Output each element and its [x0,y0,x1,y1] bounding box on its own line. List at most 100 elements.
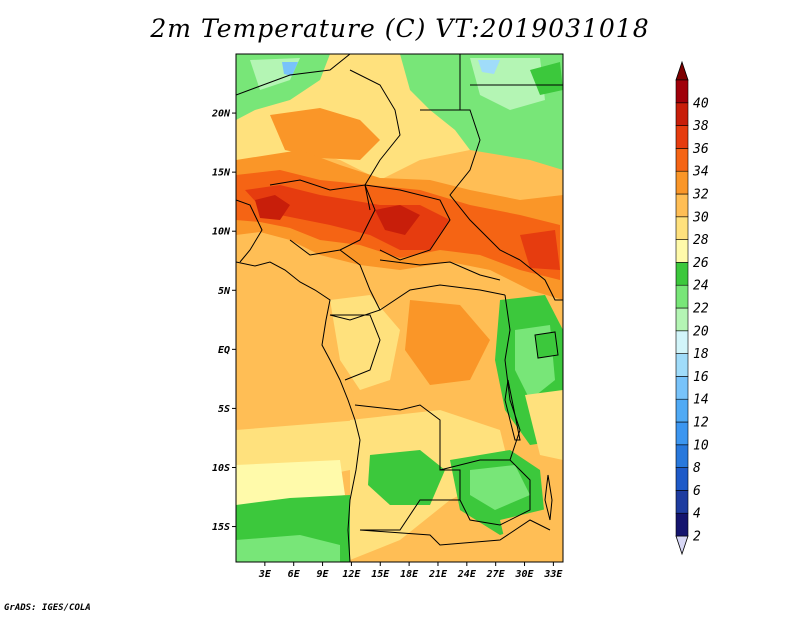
colorbar-bin [675,102,689,126]
lat-tick-label: 15N [212,168,231,179]
lake-tanganyika-outline [504,379,521,441]
border-car [379,259,501,281]
field-central-warm [405,300,490,385]
lon-tick-label: 9E [317,569,330,580]
lat-axis: 20N 15N 10N 5N EQ 5S 10S 15S [211,109,236,533]
colorbar-label: 22 [693,302,709,317]
page-title: 2m Temperature (C) VT:2019031018 [150,14,650,43]
border-chad [364,184,451,261]
border-zambia [439,459,531,526]
lat-tick-label: 5S [218,404,230,415]
colorbar-label: 12 [693,416,709,431]
lat-tick-label: 15S [212,522,230,533]
field-angola-green [368,450,445,505]
lake-victoria-outline [534,331,559,359]
colorbar-bin [675,125,689,149]
lon-tick-label: 21E [428,569,448,580]
border-angola [354,404,461,531]
colorbar-bin [675,353,689,377]
colorbar-label: 2 [693,530,701,545]
field-sahel-36 [245,185,450,250]
border-east-africa [519,259,563,301]
lon-tick-label: 12E [342,569,361,580]
colorbar-bin [675,79,689,104]
map-boundaries [236,54,563,562]
lon-tick-label: 15E [371,569,390,580]
coastline-west-africa [236,261,361,562]
lake-malawi-outline [544,474,553,521]
border-nigeria [269,179,376,256]
field-sahara-warm [270,108,380,160]
colorbar-bin [675,284,689,309]
lon-tick-label: 33E [543,569,563,580]
colorbar-label: 34 [692,165,709,180]
colorbar-label: 20 [693,324,709,339]
colorbar-under-triangle [675,535,689,556]
lon-tick-label: 27E [486,569,506,580]
colorbar-label: 24 [693,279,709,294]
colorbar-label: 18 [693,347,709,362]
border-gabon-congo [330,314,381,381]
field-zambia-light [470,465,530,510]
colorbar-label: 36 [692,142,709,157]
colorbar-bin [675,512,689,537]
colorbar-bin [675,398,689,423]
colorbar-label: 14 [693,393,709,408]
colorbar-bin [675,262,689,286]
field-sahel-38 [255,195,290,220]
colorbar-bin [675,421,689,446]
colorbar-bin [675,307,689,332]
field-northwest-blue [282,62,298,76]
lon-tick-label: 3E [258,569,272,580]
colorbar-label: 8 [693,461,701,476]
colorbar-bin [675,467,689,491]
border-sudan [420,109,521,261]
colorbar-label: 30 [692,210,709,225]
lat-tick-label: 10N [212,227,231,238]
colorbar-bin [675,216,689,240]
lon-axis: 3E 6E 9E 12E 15E 18E 21E 24E 27E 30E 33E [258,562,563,580]
field-eastafrica-warm [525,390,563,460]
field-congo-light [330,295,400,390]
field-southwest-light [236,535,340,562]
colorbar-bin [675,330,689,354]
colorbar-bin [675,376,689,400]
colorbar-bin [675,490,689,514]
border-egypt [380,54,461,110]
colorbar-label: 32 [692,188,709,203]
colorbar-bin [675,239,689,263]
lon-tick-label: 24E [457,569,477,580]
colorbar-bin [675,148,689,172]
lon-tick-label: 30E [514,569,534,580]
colorbar-label: 4 [693,507,701,522]
border-sahara-1 [236,54,351,96]
field-east-36 [520,230,560,270]
credit-text: GrADS: IGES/COLA [4,603,91,613]
field-sahel-38b [375,205,420,235]
border-west-sahel [236,199,263,263]
colorbar-bin [675,193,689,218]
field-northeast-dark [530,62,563,95]
lat-tick-label: 20N [211,109,231,120]
lat-tick-label: 5N [218,286,231,297]
colorbar-label: 10 [693,438,709,453]
map-frame [235,53,564,563]
lon-tick-label: 6E [288,569,301,580]
colorbar-label: 40 [693,96,709,111]
field-zambezi-warm [500,505,563,562]
border-drc-north [379,284,506,311]
colorbar-label: 16 [693,370,709,385]
field-lake-victoria [535,332,558,358]
lat-tick-label: EQ [218,345,230,356]
border-cameroon [329,249,381,321]
colorbar-label: 26 [693,256,709,271]
colorbar-over-triangle [675,60,689,81]
field-northeast-blue [478,60,500,74]
colorbar-label: 6 [693,484,701,499]
lat-tick-label: 10S [212,463,230,474]
colorbar-bin [675,170,689,195]
colorbar-label: 28 [693,233,709,248]
colorbar-bin [675,444,689,468]
